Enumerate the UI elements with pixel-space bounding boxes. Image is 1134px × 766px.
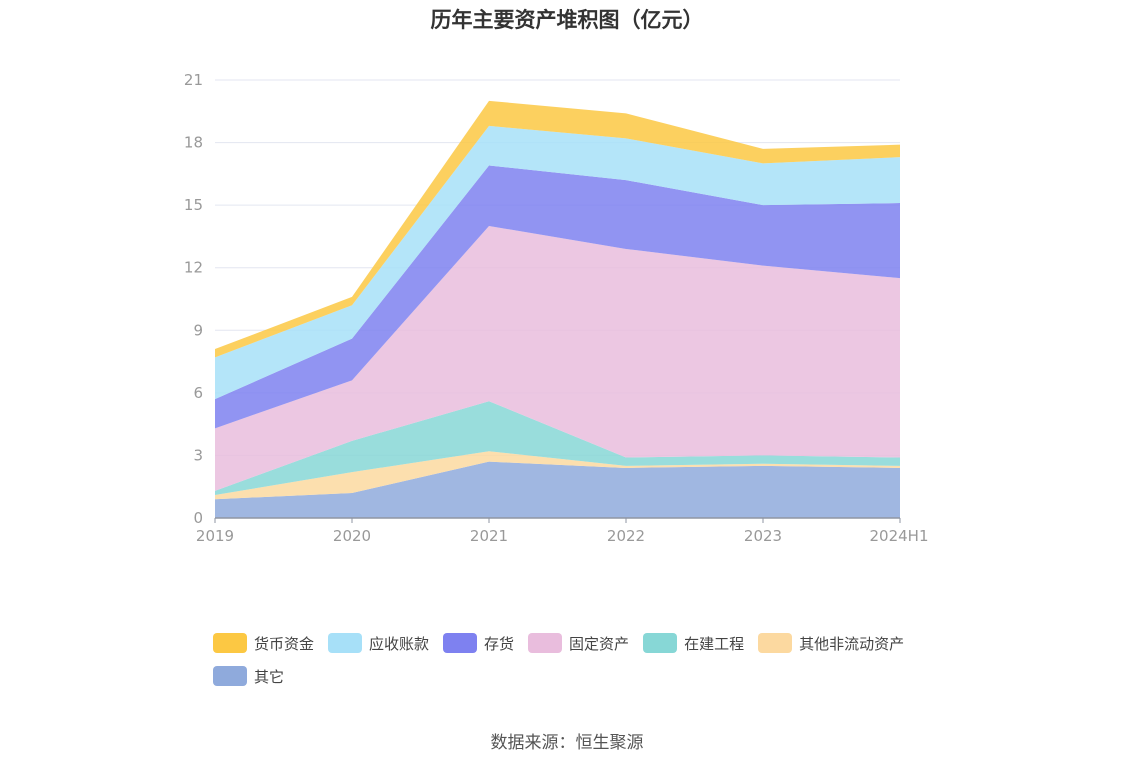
legend-label: 在建工程 xyxy=(684,634,745,653)
legend-label: 存货 xyxy=(484,634,515,653)
chart-legend: 货币资金 应收账款 存货 固定资产 在建工程 其他非流动资产其它 xyxy=(213,630,953,696)
legend-label: 货币资金 xyxy=(254,634,315,653)
y-tick-label: 0 xyxy=(193,509,203,527)
area-series xyxy=(215,165,900,429)
legend-label: 其它 xyxy=(254,667,285,686)
y-tick-label: 12 xyxy=(184,259,203,277)
legend-item[interactable]: 应收账款 xyxy=(328,630,429,656)
area-series xyxy=(215,401,900,496)
data-source: 数据来源：恒生聚源 xyxy=(490,733,644,753)
x-tick-label: 2023 xyxy=(744,527,782,545)
area-series xyxy=(215,461,900,518)
legend-swatch xyxy=(213,666,247,686)
legend-swatch xyxy=(328,633,363,653)
legend-item[interactable]: 其它 xyxy=(213,663,284,689)
legend-item[interactable]: 固定资产 xyxy=(528,630,629,656)
legend-item[interactable]: 其他非流动资产 xyxy=(758,630,904,656)
legend-swatch xyxy=(643,633,678,653)
legend-label: 固定资产 xyxy=(569,634,630,653)
y-tick-label: 3 xyxy=(193,446,203,464)
area-series xyxy=(215,125,900,400)
y-tick-label: 15 xyxy=(184,196,203,214)
x-tick-label: 2021 xyxy=(470,527,508,545)
legend-item[interactable]: 存货 xyxy=(443,630,514,656)
chart-title: 历年主要资产堆积图（亿元） xyxy=(430,8,704,32)
y-tick-label: 18 xyxy=(184,134,203,152)
y-tick-label: 6 xyxy=(193,384,203,402)
y-tick-label: 21 xyxy=(184,71,203,89)
legend-swatch xyxy=(758,633,793,653)
x-tick-label: 2024H1 xyxy=(870,527,929,545)
legend-swatch xyxy=(443,633,478,653)
legend-swatch xyxy=(528,633,563,653)
area-series xyxy=(215,451,900,500)
x-tick-label: 2022 xyxy=(607,527,645,545)
legend-item[interactable]: 货币资金 xyxy=(213,630,314,656)
area-series xyxy=(215,226,900,491)
legend-item[interactable]: 在建工程 xyxy=(643,630,744,656)
legend-label: 其他非流动资产 xyxy=(799,634,905,653)
legend-label: 应收账款 xyxy=(369,634,430,653)
stacked-area-chart: 0 3 6 9 12 15 18 21 2019 2020 2021 2022 2023 2024H1 xyxy=(184,71,929,545)
x-tick-label: 2020 xyxy=(333,527,371,545)
y-tick-label: 9 xyxy=(193,321,203,339)
x-tick-label: 2019 xyxy=(196,527,234,545)
legend-swatch xyxy=(213,633,247,653)
